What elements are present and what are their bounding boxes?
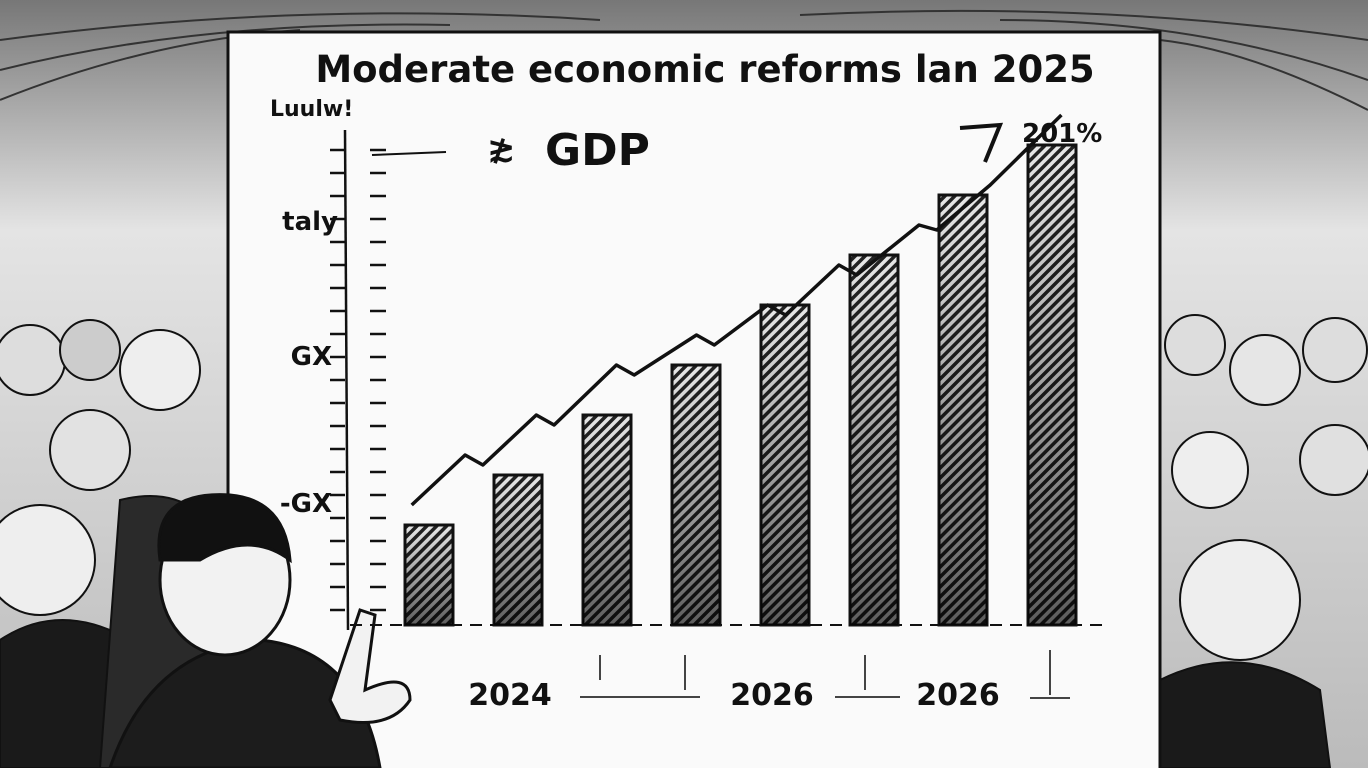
- gdp-symbol: ≵: [487, 129, 516, 169]
- x-tick-label: 2024: [468, 678, 552, 713]
- bars: [403, 143, 1078, 627]
- y-axis-ticks: [330, 148, 386, 612]
- bar-shading: [672, 365, 720, 625]
- y-tick-label: -GX: [280, 489, 332, 519]
- ceiling-lines: [0, 9, 1368, 111]
- y-tick-label: GX: [291, 342, 332, 372]
- x-ticks: [580, 650, 1070, 699]
- bar-shading: [761, 305, 809, 625]
- bar-shading: [405, 525, 453, 625]
- bar-shading: [494, 475, 542, 625]
- header-dash: [371, 151, 447, 156]
- y-axis: [343, 129, 350, 631]
- arrow-head: [959, 122, 1004, 163]
- chart-subtitle: GDP: [545, 125, 650, 176]
- corner-label: Luulw!: [270, 97, 353, 122]
- y-tick-label: taly: [282, 207, 338, 237]
- x-tick-label: 2026: [916, 678, 1000, 713]
- bar-shading: [1028, 145, 1076, 625]
- bar-shading: [850, 255, 898, 625]
- presenter-figure: [108, 493, 412, 768]
- chart-title: Moderate economic reforms lan 2025: [315, 48, 1094, 91]
- trend-line-arrow: [410, 113, 1063, 507]
- bar-shading: [939, 195, 987, 625]
- bar-shading: [583, 415, 631, 625]
- x-tick-label: 2026: [730, 678, 814, 713]
- crowd-right: [1159, 314, 1368, 768]
